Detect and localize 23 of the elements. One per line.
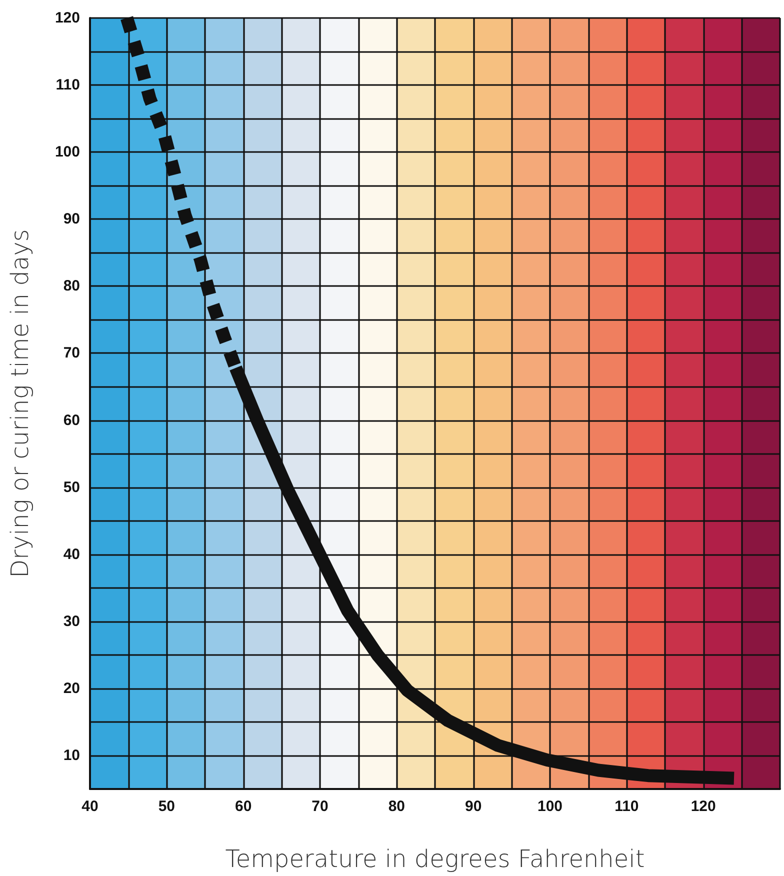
x-tick-label: 90 [464, 798, 482, 815]
x-tick-label: 100 [537, 798, 563, 815]
x-tick-label: 110 [614, 798, 639, 815]
y-tick-label: 50 [63, 478, 80, 496]
y-tick-label: 70 [63, 344, 80, 362]
y-tick-label: 100 [54, 144, 80, 161]
y-tick-label: 30 [63, 612, 80, 630]
y-tick-label: 40 [63, 546, 80, 563]
x-tick-label: 120 [690, 798, 716, 815]
x-tick-label: 70 [312, 798, 328, 815]
y-tick-label: 60 [63, 412, 80, 429]
y-tick-label: 110 [56, 76, 80, 94]
y-tick-label: 20 [63, 680, 80, 697]
x-axis-title: Temperature in degrees Fahrenheit [225, 845, 645, 873]
y-tick-label: 120 [54, 10, 80, 26]
x-tick-label: 50 [158, 798, 176, 815]
y-axis-title: Drying or curing time in days [6, 229, 34, 578]
x-tick-label: 60 [234, 798, 252, 815]
x-tick-label: 40 [82, 798, 98, 815]
y-tick-label: 80 [63, 278, 80, 295]
y-tick-label: 90 [63, 210, 80, 228]
y-tick-label: 10 [63, 746, 80, 764]
x-tick-label: 80 [388, 798, 406, 815]
